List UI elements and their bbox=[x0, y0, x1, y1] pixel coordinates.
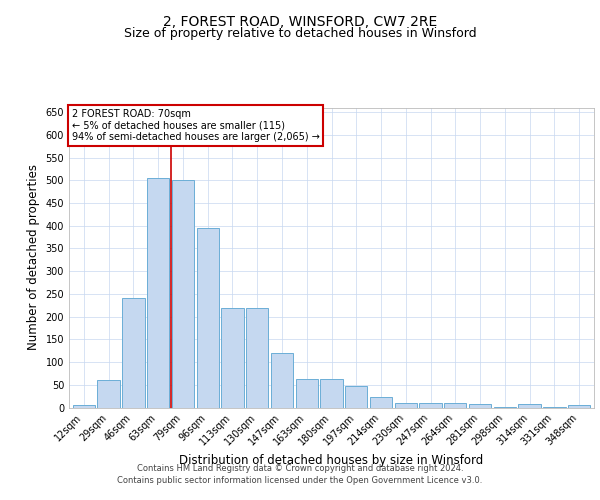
Text: Contains HM Land Registry data © Crown copyright and database right 2024.: Contains HM Land Registry data © Crown c… bbox=[137, 464, 463, 473]
Text: Contains public sector information licensed under the Open Government Licence v3: Contains public sector information licen… bbox=[118, 476, 482, 485]
Bar bbox=[197, 228, 219, 408]
Bar bbox=[172, 180, 194, 408]
Bar bbox=[395, 403, 417, 407]
Bar bbox=[221, 308, 244, 408]
Bar bbox=[345, 386, 367, 407]
Bar bbox=[147, 178, 169, 408]
Bar bbox=[122, 298, 145, 408]
Bar bbox=[97, 380, 120, 407]
Text: Size of property relative to detached houses in Winsford: Size of property relative to detached ho… bbox=[124, 28, 476, 40]
Text: 2, FOREST ROAD, WINSFORD, CW7 2RE: 2, FOREST ROAD, WINSFORD, CW7 2RE bbox=[163, 15, 437, 29]
Bar bbox=[320, 380, 343, 407]
Bar bbox=[518, 404, 541, 407]
Bar bbox=[73, 405, 95, 407]
Y-axis label: Number of detached properties: Number of detached properties bbox=[27, 164, 40, 350]
Bar bbox=[271, 353, 293, 408]
X-axis label: Distribution of detached houses by size in Winsford: Distribution of detached houses by size … bbox=[179, 454, 484, 467]
Bar bbox=[494, 406, 516, 408]
Text: 2 FOREST ROAD: 70sqm
← 5% of detached houses are smaller (115)
94% of semi-detac: 2 FOREST ROAD: 70sqm ← 5% of detached ho… bbox=[71, 109, 320, 142]
Bar bbox=[370, 396, 392, 407]
Bar bbox=[469, 404, 491, 407]
Bar bbox=[419, 404, 442, 407]
Bar bbox=[444, 403, 466, 407]
Bar bbox=[296, 380, 318, 407]
Bar bbox=[246, 308, 268, 408]
Bar bbox=[568, 405, 590, 407]
